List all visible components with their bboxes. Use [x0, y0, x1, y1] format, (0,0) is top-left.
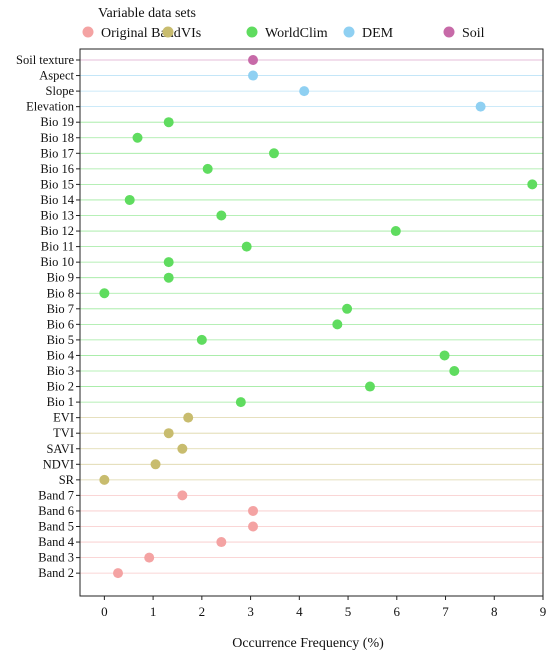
point-tvi: [163, 428, 174, 439]
x-tick-label-4: 4: [296, 604, 303, 619]
y-tick-label-band-5: Band 5: [38, 520, 74, 534]
point-bio-13: [216, 210, 227, 221]
y-tick-label-bio-7: Bio 7: [47, 302, 74, 316]
x-tick-label-9: 9: [540, 604, 547, 619]
point-bio-15: [527, 179, 538, 190]
x-tick-label-0: 0: [101, 604, 108, 619]
point-bio-19: [163, 117, 174, 128]
y-tick-label-savi: SAVI: [46, 442, 74, 456]
point-band-5: [248, 521, 259, 532]
point-band-6: [248, 505, 259, 516]
x-tick-label-7: 7: [442, 604, 449, 619]
point-soil-texture: [248, 55, 259, 65]
x-tick-label-3: 3: [247, 604, 254, 619]
point-bio-1: [235, 397, 246, 408]
point-band-7: [177, 490, 188, 501]
y-tick-label-bio-2: Bio 2: [47, 380, 74, 394]
point-bio-11: [241, 241, 252, 252]
point-band-2: [113, 568, 124, 579]
y-tick-label-slope: Slope: [46, 84, 75, 98]
legend-marker-original-band: [82, 26, 94, 38]
y-tick-label-evi: EVI: [53, 411, 74, 425]
y-tick-label-bio-14: Bio 14: [40, 193, 74, 207]
point-bio-12: [390, 226, 401, 237]
y-tick-label-bio-16: Bio 16: [40, 162, 74, 176]
x-axis-label: Occurrence Frequency (%): [232, 636, 384, 651]
point-bio-16: [202, 163, 213, 174]
y-tick-label-bio-19: Bio 19: [40, 115, 74, 129]
y-tick-label-ndvi: NDVI: [43, 457, 74, 471]
y-tick-label-band-6: Band 6: [38, 504, 74, 518]
plot-frame: [79, 48, 544, 597]
point-bio-5: [196, 334, 207, 345]
x-tick-label-8: 8: [491, 604, 498, 619]
point-aspect: [248, 70, 259, 81]
legend-label-original-band: Original Band: [101, 26, 181, 41]
y-tick-label-bio-17: Bio 17: [40, 146, 74, 160]
point-bio-14: [124, 194, 135, 205]
y-tick-label-elevation: Elevation: [26, 100, 75, 114]
point-bio-7: [342, 303, 353, 314]
point-bio-8: [99, 288, 110, 299]
legend: Variable data sets Original Band VIs World…: [82, 6, 485, 41]
point-ndvi: [150, 459, 161, 470]
point-bio-17: [268, 148, 279, 159]
y-tick-label-bio-3: Bio 3: [47, 364, 74, 378]
y-tick-label-bio-5: Bio 5: [47, 333, 74, 347]
legend-label-soil: Soil: [462, 26, 485, 41]
y-tick-label-bio-9: Bio 9: [47, 271, 74, 285]
x-tick-label-2: 2: [199, 604, 206, 619]
y-tick-label-aspect: Aspect: [39, 69, 74, 83]
point-bio-3: [449, 366, 460, 376]
legend-label-worldclim: WorldClim: [265, 26, 328, 41]
legend-marker-worldclim: [246, 26, 258, 38]
y-tick-label-bio-18: Bio 18: [40, 131, 74, 145]
y-tick-label-bio-11: Bio 11: [41, 240, 74, 254]
point-band-4: [216, 537, 227, 548]
point-evi: [183, 412, 194, 423]
y-tick-label-bio-4: Bio 4: [47, 348, 75, 362]
legend-label-vis: VIs: [181, 26, 201, 41]
point-savi: [177, 443, 188, 454]
y-tick-label-bio-1: Bio 1: [47, 395, 74, 409]
y-tick-label-band-2: Band 2: [38, 566, 74, 580]
point-bio-18: [132, 132, 143, 143]
y-tick-label-band-4: Band 4: [38, 535, 75, 549]
point-band-3: [144, 552, 155, 563]
point-bio-4: [439, 350, 450, 361]
y-tick-label-bio-12: Bio 12: [40, 224, 74, 238]
point-bio-2: [364, 381, 375, 392]
y-tick-label-band-3: Band 3: [38, 551, 74, 565]
legend-marker-dem: [343, 26, 355, 38]
point-bio-9: [163, 272, 174, 283]
y-tick-label-sr: SR: [59, 473, 75, 487]
point-bio-10: [163, 257, 174, 268]
legend-title: Variable data sets: [98, 6, 196, 21]
y-tick-label-bio-6: Bio 6: [47, 317, 74, 331]
y-tick-label-soil-texture: Soil texture: [16, 53, 74, 67]
y-tick-label-bio-15: Bio 15: [40, 177, 74, 191]
point-sr: [99, 474, 110, 485]
y-tick-label-bio-8: Bio 8: [47, 286, 74, 300]
y-tick-label-tvi: TVI: [53, 426, 74, 440]
legend-label-dem: DEM: [362, 26, 394, 41]
legend-marker-vis: [162, 26, 174, 38]
x-tick-label-5: 5: [345, 604, 352, 619]
point-slope: [299, 86, 310, 97]
x-tick-label-1: 1: [150, 604, 157, 619]
point-bio-6: [332, 319, 343, 330]
y-tick-label-bio-13: Bio 13: [40, 209, 74, 223]
x-tick-label-6: 6: [394, 604, 401, 619]
y-tick-label-band-7: Band 7: [38, 488, 74, 502]
point-elevation: [475, 101, 486, 112]
y-tick-label-bio-10: Bio 10: [40, 255, 74, 269]
legend-marker-soil: [443, 26, 455, 38]
